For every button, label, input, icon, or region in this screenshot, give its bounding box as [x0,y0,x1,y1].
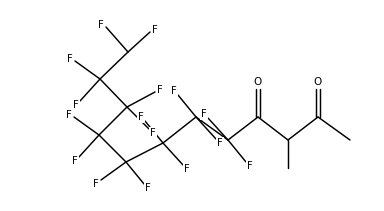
Text: F: F [184,164,190,174]
Text: F: F [73,100,79,110]
Text: F: F [217,138,223,148]
Text: O: O [314,77,322,87]
Text: F: F [150,128,156,138]
Text: F: F [98,20,104,30]
Text: F: F [171,86,177,96]
Text: F: F [201,109,207,119]
Text: F: F [145,183,151,193]
Text: F: F [152,25,158,35]
Text: F: F [138,112,144,122]
Text: F: F [66,110,72,120]
Text: F: F [93,179,99,189]
Text: F: F [157,85,163,95]
Text: F: F [72,156,78,166]
Text: O: O [254,77,262,87]
Text: F: F [67,54,73,64]
Text: F: F [247,161,253,171]
